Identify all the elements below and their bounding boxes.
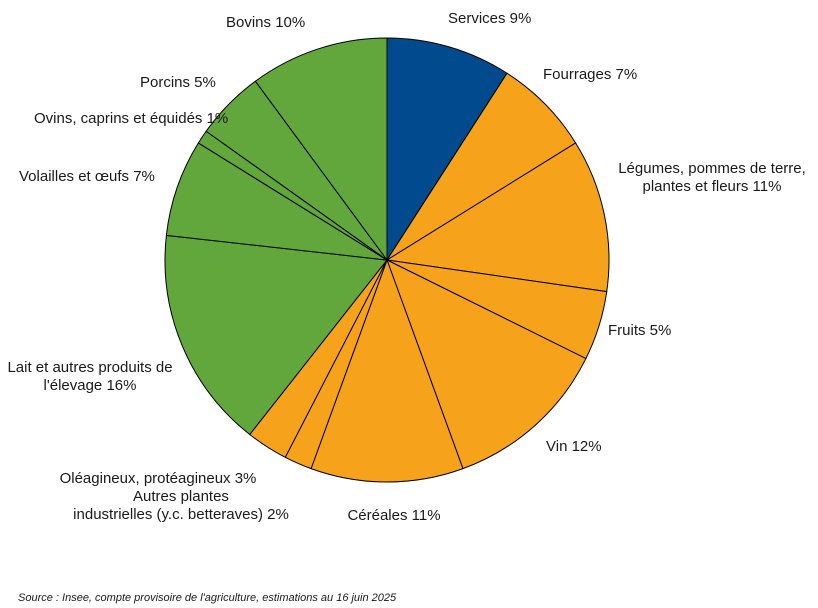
pie-chart: Services 9% Fourrages 7% Légumes, pommes d… (7, 10, 805, 524)
slice-label: Fruits 5% (608, 322, 671, 339)
slice-label: Autres plantes industrielles (y.c. better… (73, 488, 289, 523)
slice-label: Fourrages 7% (543, 66, 637, 83)
slice-label: Services 9% (448, 10, 531, 27)
slice-label: Volailles et œufs 7% (19, 168, 155, 185)
pie-slices (164, 37, 610, 483)
slice-label: Lait et autres produits de l'élevage 16% (7, 359, 172, 394)
slice-cereales (310, 258, 464, 483)
slice-bovins (254, 37, 388, 262)
slice-legumes-pommes-de-terre-plantes-et-fleurs (385, 142, 610, 293)
slice-vin (386, 258, 587, 470)
slice-lait-et-autres-produits-de-l-elevage (164, 234, 388, 436)
slice-label: Céréales 11% (347, 507, 440, 524)
source-note: Source : Insee, compte provisoire de l'a… (18, 592, 397, 604)
slice-label: Vin 12% (546, 438, 602, 455)
slice-services (386, 37, 508, 262)
slice-label: Bovins 10% (226, 14, 305, 31)
slice-label: Ovins, caprins et équidés 1% (34, 110, 228, 127)
slice-label: Porcins 5% (140, 74, 216, 91)
slice-label: Légumes, pommes de terre, plantes et fleu… (618, 160, 806, 195)
pie-labels: Services 9% Fourrages 7% Légumes, pommes d… (7, 10, 805, 524)
slice-label: Oléagineux, protéagineux 3% (60, 470, 257, 487)
